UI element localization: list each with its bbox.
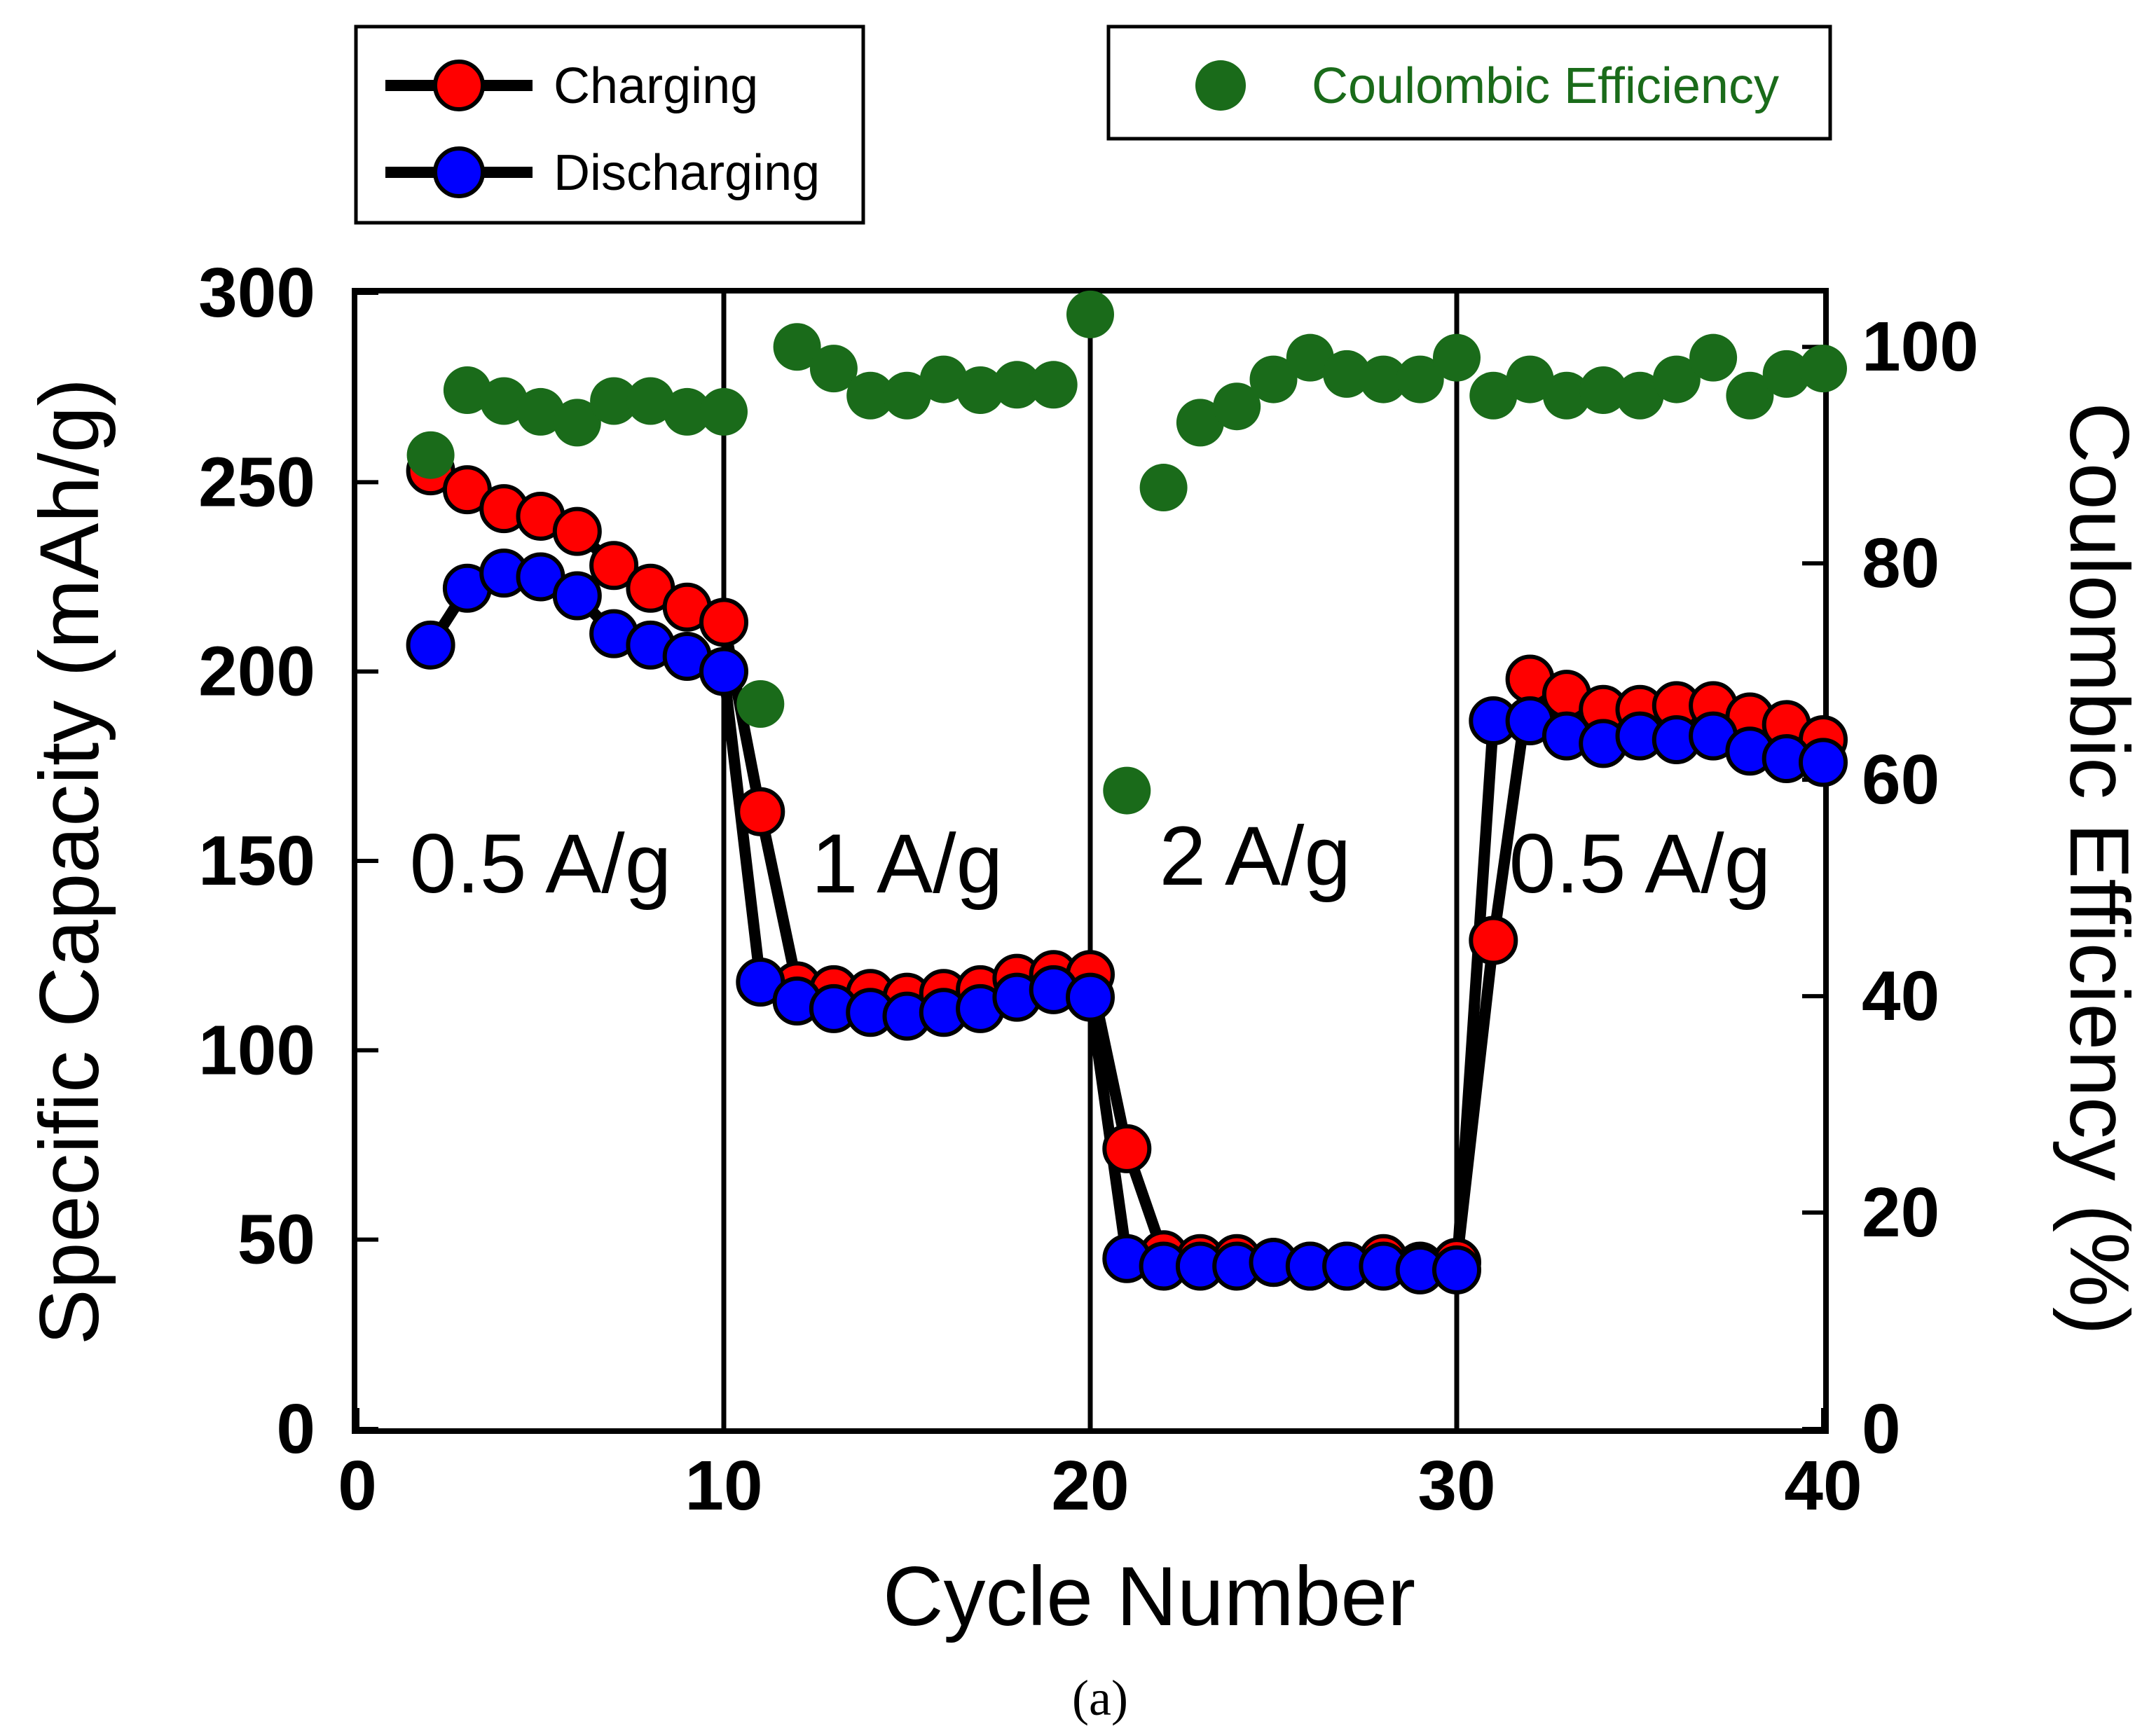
coulombic-efficiency-point — [663, 387, 711, 436]
discharging-point — [1432, 1245, 1481, 1294]
coulombic-efficiency-point — [883, 371, 931, 420]
coulombic-efficiency-point — [1213, 382, 1261, 431]
rate-label: 0.5 A/g — [410, 817, 672, 911]
coulombic-efficiency-point — [480, 377, 528, 425]
y-tick-label: 50 — [238, 1201, 315, 1279]
rate-label: 0.5 A/g — [1509, 817, 1771, 911]
coulombic-efficiency-point — [516, 387, 565, 436]
discharging-point — [1066, 972, 1115, 1022]
y2-tick-label: 60 — [1862, 740, 1939, 819]
y-tick-label: 250 — [198, 443, 315, 521]
coulombic-efficiency-point — [1726, 371, 1774, 420]
coulombic-efficiency-point — [809, 345, 858, 393]
legend-discharging-marker — [433, 146, 485, 198]
coulombic-efficiency-point — [553, 399, 601, 447]
coulombic-efficiency-point — [1689, 333, 1738, 382]
coulombic-efficiency-point — [919, 355, 968, 403]
y2-tick-label: 20 — [1862, 1173, 1939, 1252]
coulombic-efficiency-point — [993, 361, 1041, 409]
coulombic-efficiency-point — [1359, 355, 1408, 403]
coulombic-efficiency-point — [1396, 355, 1444, 403]
coulombic-efficiency-point — [1762, 350, 1811, 398]
rate-label: 1 A/g — [811, 817, 1003, 911]
coulombic-efficiency-point — [443, 366, 491, 415]
y2-tick-label: 80 — [1862, 524, 1939, 602]
y-tick-label: 200 — [198, 633, 315, 711]
legend-discharging-label: Discharging — [554, 145, 820, 201]
coulombic-efficiency-point — [626, 377, 675, 425]
coulombic-efficiency-point — [956, 366, 1005, 415]
coulombic-efficiency-point — [700, 387, 748, 436]
rate-labels: 0.5 A/g 1 A/g 2 A/g 0.5 A/g — [410, 809, 1771, 911]
coulombic-efficiency-point — [1103, 766, 1151, 815]
coulombic-efficiency-point — [1616, 371, 1664, 420]
coulombic-efficiency-point — [1249, 355, 1298, 403]
discharging-point — [406, 620, 455, 670]
coulombic-efficiency-point — [1799, 345, 1847, 393]
legend-left: Charging Discharging — [354, 25, 865, 225]
coulombic-efficiency-point — [1286, 333, 1334, 382]
x-tick-label: 40 — [1784, 1447, 1862, 1525]
coulombic-efficiency-point — [1542, 371, 1591, 420]
coulombic-efficiency-point — [1506, 355, 1554, 403]
legend-ce-label: Coulombic Efficiency — [1312, 58, 1779, 114]
figure-caption: (a) — [1072, 1670, 1128, 1726]
y-tick-label: 300 — [198, 254, 315, 332]
y-tick-label: 100 — [198, 1011, 315, 1089]
charging-point — [736, 787, 785, 836]
y-tick-label: 150 — [198, 822, 315, 900]
discharging-point — [552, 571, 602, 621]
coulombic-efficiency-point — [736, 680, 785, 729]
coulombic-efficiency-point — [406, 431, 455, 479]
coulombic-efficiency-point — [590, 377, 638, 425]
x-tick-label: 10 — [685, 1447, 762, 1525]
y-tick-label: 0 — [276, 1390, 315, 1468]
coulombic-efficiency-point — [773, 323, 821, 371]
series-points — [406, 290, 1848, 1294]
discharging-point — [1799, 738, 1848, 787]
coulombic-efficiency-point — [1323, 350, 1371, 398]
x-tick-label: 30 — [1417, 1447, 1495, 1525]
legend-right: Coulombic Efficiency — [1106, 25, 1832, 141]
coulombic-efficiency-point — [1433, 333, 1481, 382]
y2-tick-label: 100 — [1862, 308, 1979, 386]
coulombic-efficiency-point — [1139, 464, 1188, 512]
coulombic-efficiency-point — [1029, 361, 1078, 409]
coulombic-efficiency-point — [846, 371, 895, 420]
x-tick-label: 0 — [338, 1447, 377, 1525]
legend-charging-label: Charging — [554, 58, 758, 114]
x-axis-title: Cycle Number — [883, 1549, 1415, 1643]
coulombic-efficiency-point — [1469, 371, 1518, 420]
coulombic-efficiency-point — [1176, 399, 1224, 447]
discharging-point — [699, 647, 748, 696]
rate-label: 2 A/g — [1160, 809, 1352, 903]
y2-tick-label: 0 — [1862, 1390, 1901, 1468]
x-tick-label: 20 — [1051, 1447, 1129, 1525]
charging-point — [699, 598, 748, 647]
charging-point — [589, 541, 639, 591]
charging-point — [1102, 1124, 1152, 1173]
legend-ce-marker — [1195, 60, 1246, 111]
coulombic-efficiency-point — [1066, 290, 1114, 338]
coulombic-efficiency-point — [1652, 355, 1701, 403]
y2-axis-title: Coulombic Efficiency (%) — [2052, 402, 2146, 1335]
charging-point — [552, 506, 602, 556]
charging-point — [1469, 916, 1518, 965]
coulombic-efficiency-point — [1579, 366, 1628, 415]
y2-tick-label: 40 — [1862, 957, 1939, 1035]
y-axis-title: Specific Capacity (mAh/g) — [22, 378, 116, 1345]
legend-charging-marker — [433, 60, 485, 111]
